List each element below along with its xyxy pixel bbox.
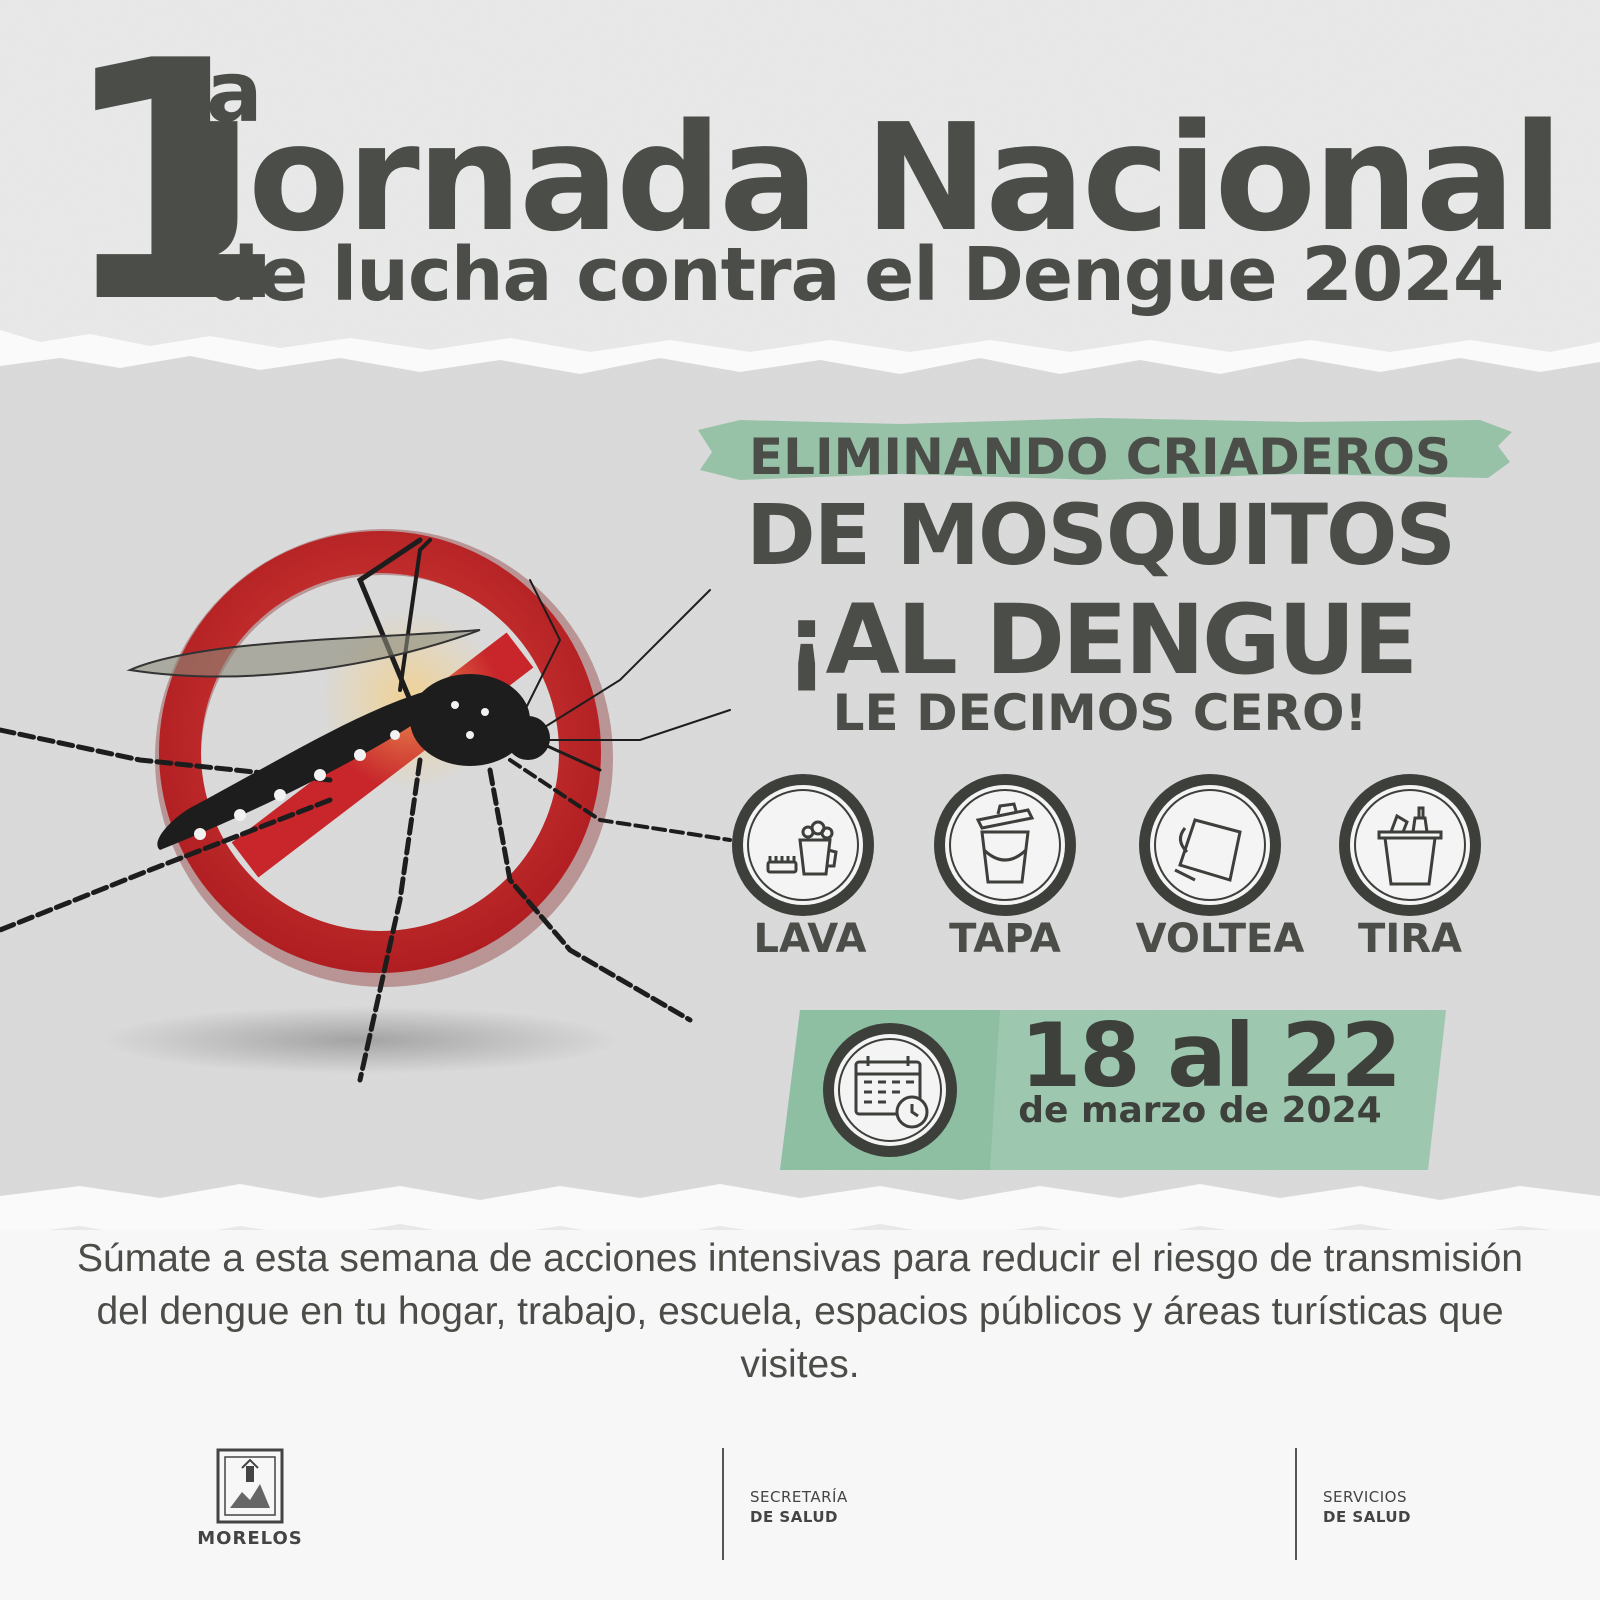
ordinal-number: 1 (58, 0, 288, 375)
title-main: Jornada Nacional (196, 92, 1563, 264)
morelos-seal-icon (216, 1448, 284, 1524)
slogan-line-3: ¡AL DENGUE (784, 584, 1419, 696)
title-subtitle: de lucha contra el Dengue 2024 (206, 232, 1504, 318)
date-month-year: de marzo de 2024 (1018, 1090, 1382, 1131)
covered-bucket-icon (934, 774, 1076, 916)
ordinal-suffix: a (206, 43, 263, 141)
trash-bin-icon (1339, 774, 1481, 916)
servicios-line-1: SERVICIOS (1323, 1488, 1408, 1506)
secretaria-line-1: SECRETARÍA (750, 1488, 848, 1506)
secretaria-line-2: DE SALUD (750, 1508, 838, 1526)
mosquito-illustration (0, 537, 732, 1083)
date-range: 18 al 22 (1020, 1004, 1402, 1107)
action-label-tapa: TAPA (949, 916, 1061, 962)
description-paragraph: Súmate a esta semana de acciones intensi… (77, 1237, 1523, 1386)
flipped-bucket-icon (1139, 774, 1281, 916)
action-label-lava: LAVA (753, 916, 867, 962)
slogan-line-4: LE DECIMOS CERO! (832, 684, 1368, 742)
morelos-logo-label: MORELOS (197, 1528, 303, 1549)
wash-bucket-icon (732, 774, 874, 916)
slogan-line-2: DE MOSQUITOS (746, 486, 1456, 584)
footer-divider (722, 1448, 724, 1560)
footer-divider (1295, 1448, 1297, 1560)
calendar-clock-icon (823, 1023, 957, 1157)
action-label-voltea: VOLTEA (1135, 916, 1305, 962)
servicios-line-2: DE SALUD (1323, 1508, 1411, 1526)
action-label-tira: TIRA (1358, 916, 1462, 962)
slogan-line-1: ELIMINANDO CRIADEROS (749, 428, 1451, 486)
